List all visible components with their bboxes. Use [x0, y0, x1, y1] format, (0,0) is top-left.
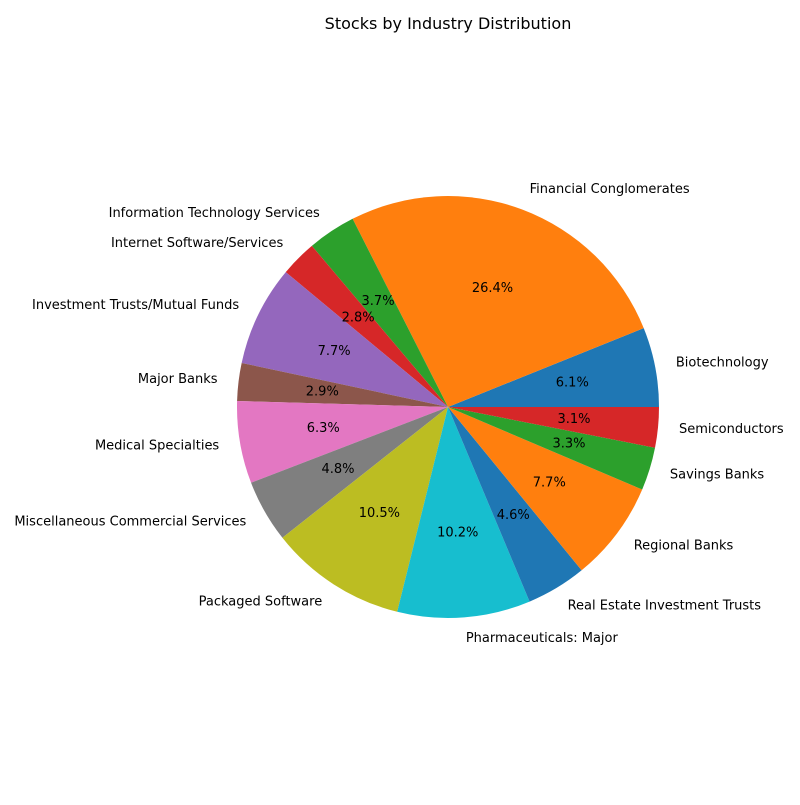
- slice-label: Real Estate Investment Trusts: [568, 598, 762, 613]
- slice-label: Pharmaceuticals: Major: [466, 631, 619, 646]
- pie-slice-regional-banks: [448, 407, 643, 571]
- slice-label: Investment Trusts/Mutual Funds: [32, 298, 239, 313]
- slice-percent-label: 26.4%: [472, 281, 513, 296]
- slice-percent-label: 3.7%: [362, 294, 395, 309]
- pie-slice-packaged-software: [282, 407, 448, 612]
- pie-slice-information-technology-services: [311, 218, 448, 407]
- pie-slice-real-estate-investment-trusts: [448, 407, 582, 602]
- labels-group: Biotechnology 6.1% Financial Conglomerates…: [14, 182, 784, 646]
- pie-slice-semiconductors: [448, 407, 659, 448]
- slice-label: Packaged Software: [199, 595, 323, 610]
- slice-percent-label: 10.5%: [359, 506, 400, 521]
- pie-slice-biotechnology: [448, 328, 659, 407]
- slice-label: Biotechnology: [676, 355, 769, 370]
- slice-label: Major Banks: [138, 372, 218, 387]
- slice-percent-label: 2.9%: [306, 384, 339, 399]
- slice-label: Regional Banks: [634, 539, 734, 554]
- slice-label: Miscellaneous Commercial Services: [14, 514, 246, 529]
- slice-percent-label: 10.2%: [437, 526, 478, 541]
- pie-slice-savings-banks: [448, 407, 656, 490]
- slice-percent-label: 2.8%: [342, 310, 375, 325]
- slice-label: Medical Specialties: [95, 439, 219, 454]
- slices-group: [237, 196, 659, 618]
- slice-percent-label: 3.1%: [557, 412, 590, 427]
- slice-percent-label: 6.3%: [307, 421, 340, 436]
- slice-label: Internet Software/Services: [111, 236, 283, 251]
- slice-percent-label: 3.3%: [552, 437, 585, 452]
- slice-percent-label: 4.8%: [321, 462, 354, 477]
- slice-label: Savings Banks: [670, 468, 765, 483]
- pie-slice-miscellaneous-commercial-services: [251, 407, 448, 538]
- slice-percent-label: 7.7%: [533, 475, 566, 490]
- pie-slice-investment-trusts-mutual-funds: [241, 272, 448, 407]
- pie-slice-medical-specialties: [237, 401, 448, 483]
- slice-percent-label: 7.7%: [318, 344, 351, 359]
- slice-label: Information Technology Services: [109, 206, 320, 221]
- chart-title: Stocks by Industry Distribution: [325, 14, 572, 33]
- pie-slice-financial-conglomerates: [352, 196, 644, 407]
- pie-slice-major-banks: [237, 362, 448, 407]
- slice-percent-label: 6.1%: [556, 375, 589, 390]
- slice-percent-label: 4.6%: [497, 508, 530, 523]
- slice-label: Financial Conglomerates: [530, 182, 690, 197]
- pie-slice-pharmaceuticals-major: [397, 407, 530, 618]
- pie-slice-internet-software-services: [285, 245, 448, 407]
- slice-label: Semiconductors: [679, 422, 784, 437]
